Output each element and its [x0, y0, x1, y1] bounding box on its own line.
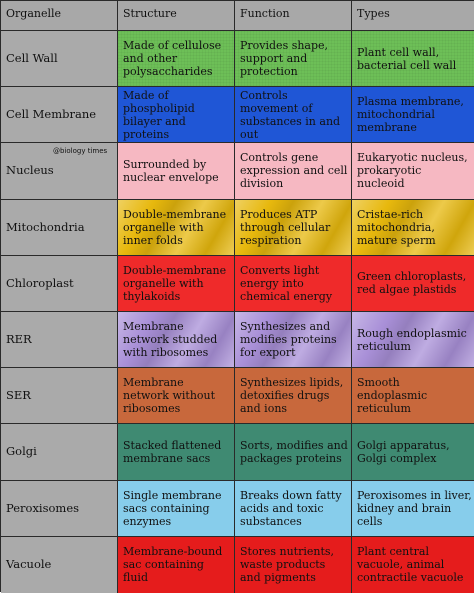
header-organelle: Organelle [1, 1, 118, 31]
function-chloroplast: Converts light energy into chemical ener… [235, 255, 352, 312]
structure-vacuole: Membrane-bound sac containing fluid [118, 536, 235, 593]
types-ser: Smooth endoplasmic reticulum [352, 368, 474, 425]
organelle-name-peroxisomes: Peroxisomes [1, 480, 118, 537]
types-peroxisomes: Peroxisomes in liver, kidney and brain c… [352, 480, 474, 537]
types-mitochondria: Cristae-rich mitochondria, mature sperm [352, 199, 474, 256]
types-nucleus: Eukaryotic nucleus, prokaryotic nucleoid [352, 143, 474, 200]
organelle-name-chloroplast: Chloroplast [1, 255, 118, 312]
structure-nucleus: Surrounded by nuclear envelope [118, 143, 235, 200]
types-rer: Rough endoplasmic reticulum [352, 311, 474, 369]
types-cell-wall: Plant cell wall, bacterial cell wall [352, 31, 474, 88]
organelle-name-rer: RER [1, 311, 118, 369]
watermark-label: @biology times [53, 147, 108, 156]
structure-cell-wall: Made of cellulose and other polysacchari… [118, 31, 235, 88]
organelle-name-mitochondria: Mitochondria [1, 199, 118, 256]
structure-peroxisomes: Single membrane sacs containing enzymes [118, 480, 235, 537]
structure-cell-membrane: Made of phospholipid bilayer and protein… [118, 87, 235, 144]
organelle-name-ser: SER [1, 368, 118, 425]
header-function: Function [235, 1, 352, 31]
function-nucleus: Controls gene expression and cell divisi… [235, 143, 352, 200]
organelle-name-cell-membrane: Cell Membrane [1, 87, 118, 144]
header-types: Types [352, 1, 474, 31]
organelle-name-cell-wall: Cell Wall [1, 31, 118, 88]
structure-mitochondria: Double-membrane organelle with inner fol… [118, 199, 235, 256]
structure-golgi: Stacked flattened membrane sacs [118, 424, 235, 481]
function-cell-wall: Provides shape, support and protection [235, 31, 352, 88]
structure-ser: Membrane network without ribosomes [118, 368, 235, 425]
types-vacuole: Plant central vacuole, animal contractil… [352, 536, 474, 593]
organelle-name-nucleus: @biology times Nucleus [1, 143, 118, 200]
function-golgi: Sorts, modifies and packages proteins [235, 424, 352, 481]
organelle-name-golgi: Golgi [1, 424, 118, 481]
organelle-name-vacuole: Vacuole [1, 536, 118, 593]
function-ser: Synthesizes lipids, detoxifies drugs and… [235, 368, 352, 425]
function-rer: Synthesizes and modifies proteins for ex… [235, 311, 352, 369]
function-mitochondria: Produces ATP through cellular respiratio… [235, 199, 352, 256]
structure-chloroplast: Double-membrane organelle with thylakoid… [118, 255, 235, 312]
types-cell-membrane: Plasma membrane, mitochondrial membrane [352, 87, 474, 144]
types-golgi: Golgi apparatus, Golgi complex [352, 424, 474, 481]
organelle-name-nucleus-label: Nucleus [6, 163, 54, 178]
function-peroxisomes: Breaks down fatty acids and toxic substa… [235, 480, 352, 537]
function-vacuole: Stores nutrients, waste products and pig… [235, 536, 352, 593]
structure-rer: Membrane network studded with ribosomes [118, 311, 235, 369]
function-cell-membrane: Controls movement of substances in and o… [235, 87, 352, 144]
types-chloroplast: Green chloroplasts, red algae plastids [352, 255, 474, 312]
header-structure: Structure [118, 1, 235, 31]
